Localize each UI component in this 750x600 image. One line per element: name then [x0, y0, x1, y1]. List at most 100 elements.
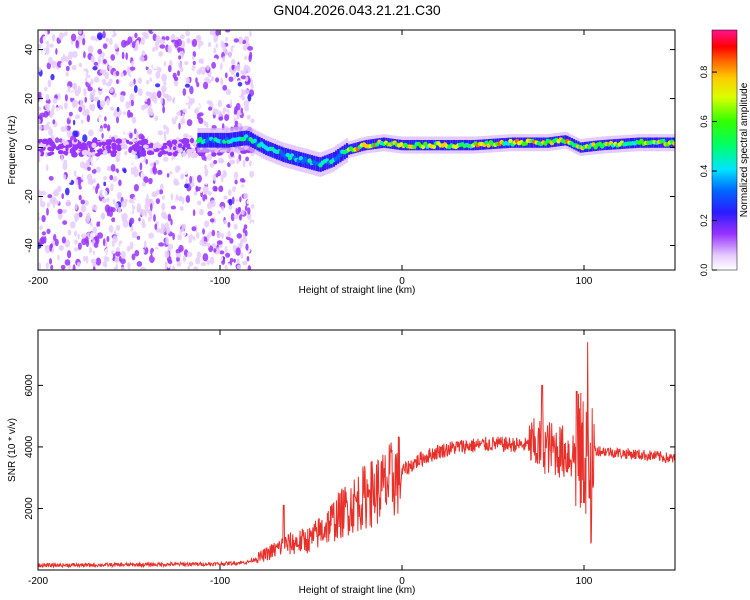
spectrogram-noise-mark [242, 44, 248, 51]
spectrogram-noise-mark [155, 70, 161, 79]
spectrogram-noise-mark [117, 194, 121, 200]
spectrogram-noise-mark [129, 217, 135, 225]
y-tick-label: 2000 [24, 497, 35, 520]
spectrogram-noise-mark [39, 225, 43, 231]
spectrogram-noise-mark [70, 221, 76, 229]
spectrogram-noise-mark [170, 193, 174, 201]
spectrogram-noise-mark [230, 213, 235, 222]
spectrogram-noise-mark [243, 224, 248, 230]
spectrogram-band-mark [120, 144, 128, 150]
spectrogram-noise-mark [140, 37, 145, 45]
spectrogram-noise-mark [40, 196, 43, 204]
spectrogram-noise-mark [207, 242, 211, 248]
x-tick-label: 0 [399, 576, 405, 587]
spectrogram-noise-mark [228, 51, 232, 59]
spectrogram-noise-mark [222, 84, 228, 91]
spectrogram-band-mark [71, 152, 78, 158]
spectrogram-noise-mark [189, 261, 194, 267]
spectrogram-noise-mark [233, 258, 236, 263]
spectrogram-noise-mark [210, 76, 214, 82]
spectrogram-noise-mark [140, 171, 145, 177]
spectrogram-noise-mark [115, 224, 121, 231]
spectrogram-noise-mark [159, 44, 166, 49]
spectrogram-noise-mark [129, 132, 133, 139]
spectrogram-noise-mark [236, 258, 240, 264]
spectrogram-noise-mark [180, 117, 186, 125]
spectrogram-noise-mark [188, 238, 192, 244]
spectrogram-band-mark [189, 137, 195, 144]
spectrogram-noise-mark [96, 251, 101, 257]
spectrogram-noise-mark [162, 166, 166, 173]
spectrogram-noise-mark [250, 204, 255, 209]
spectrogram-noise-mark [107, 156, 112, 161]
spectrogram-noise-mark [86, 77, 92, 83]
spectrogram-noise-mark [198, 43, 201, 50]
spectrogram-noise-mark [39, 112, 46, 118]
spectrogram-noise-mark [186, 251, 193, 258]
spectrogram-noise-mark [247, 93, 252, 102]
spectrogram-noise-mark [237, 36, 244, 44]
spectrogram-noise-mark [64, 239, 71, 248]
spectrogram-noise-mark [244, 105, 250, 112]
spectrogram-noise-mark [112, 37, 118, 44]
spectrogram-noise-mark [137, 88, 143, 97]
spectrogram-noise-mark [204, 220, 210, 228]
spectrogram-noise-mark [176, 111, 182, 116]
spectrogram-noise-mark [51, 60, 57, 69]
spectrogram-band-mark [216, 151, 223, 156]
spectrogram-band-mark [169, 143, 173, 148]
spectrogram-noise-mark [221, 205, 225, 212]
spectrogram-noise-mark [151, 191, 157, 198]
spectrogram-noise-mark [177, 234, 183, 241]
spectrogram-noise-mark [244, 55, 248, 60]
spectrogram-noise-mark [229, 238, 234, 244]
spectrogram-noise-mark [102, 190, 108, 198]
spectrogram-noise-mark [135, 131, 139, 140]
spectrogram-noise-mark [218, 255, 224, 262]
spectrogram-noise-mark [196, 174, 202, 183]
spectrogram-noise-mark [227, 245, 234, 254]
spectrogram-noise-mark [38, 106, 42, 111]
spectrogram-noise-mark [234, 188, 240, 196]
x-tick-label: 100 [576, 276, 593, 287]
spectrogram-noise-mark [44, 103, 50, 110]
spectrogram-noise-mark [88, 247, 93, 254]
spectrogram-noise-mark [65, 65, 70, 72]
spectrogram-noise-mark [185, 30, 191, 37]
spectrogram-noise-mark [127, 36, 133, 45]
spectrogram-noise-mark [123, 111, 126, 116]
spectrogram-noise-mark [61, 45, 67, 52]
spectrogram-noise-mark [105, 37, 110, 42]
spectrogram-noise-mark [217, 99, 222, 108]
spectrogram-band-mark [49, 151, 55, 155]
spectrogram-noise-mark [60, 264, 66, 270]
spectrogram-noise-mark [149, 77, 152, 82]
spectrogram-band-mark [73, 138, 78, 143]
spectrogram-noise-mark [38, 118, 41, 124]
spectrogram-noise-mark [207, 46, 214, 55]
spectrogram-noise-mark [116, 106, 120, 112]
spectrogram-noise-mark [78, 62, 83, 68]
spectrogram-noise-mark [141, 50, 146, 57]
spectrogram-noise-mark [82, 255, 87, 262]
spectrogram-noise-mark [195, 35, 202, 41]
spectrogram-noise-mark [239, 214, 242, 221]
spectrogram-noise-mark [141, 218, 145, 226]
spectrogram-band-mark [141, 138, 145, 145]
spectrogram-noise-mark [102, 59, 107, 64]
spectrogram-noise-mark [138, 46, 142, 52]
spectrogram-noise-mark [49, 110, 53, 117]
spectrogram-noise-mark [92, 88, 96, 94]
spectrogram-noise-mark [91, 204, 98, 211]
spectrogram-noise-mark [185, 216, 189, 224]
spectrogram-noise-mark [120, 250, 126, 259]
spectrogram-noise-mark [117, 207, 122, 214]
x-tick-label: -200 [28, 276, 48, 287]
spectrogram-noise-mark [162, 105, 166, 114]
spectrogram-noise-mark [105, 85, 108, 92]
spectrogram-noise-mark [236, 88, 242, 97]
spectrogram-band-mark [102, 149, 108, 155]
spectrogram-band-mark [167, 152, 173, 156]
spectrogram-noise-mark [98, 128, 104, 132]
spectrogram-noise-mark [75, 40, 79, 49]
